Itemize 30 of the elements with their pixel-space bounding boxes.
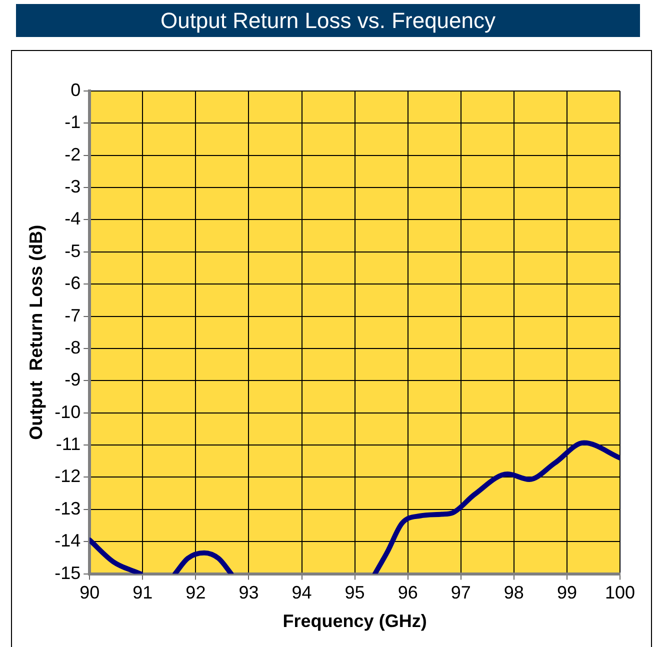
- y-tick-label: -9: [64, 370, 81, 390]
- y-tick-label: 0: [70, 80, 81, 100]
- x-tick-label: 95: [344, 582, 365, 603]
- x-tick-label: 93: [238, 582, 259, 603]
- y-tick-label: -3: [64, 176, 81, 197]
- y-tick-label: -10: [54, 402, 81, 422]
- x-tick-label: 98: [504, 582, 524, 603]
- y-tick-label: -4: [64, 208, 81, 229]
- x-tick-label: 94: [292, 582, 312, 603]
- y-tick-label: -14: [54, 530, 81, 551]
- y-tick-label: -5: [64, 240, 81, 261]
- y-axis-title: Output Return Loss (dB): [26, 224, 46, 440]
- y-tick-label: -12: [54, 466, 81, 486]
- y-tick-label: -7: [64, 305, 81, 326]
- x-tick-label: 96: [398, 582, 418, 603]
- y-tick-label: -1: [64, 112, 81, 132]
- x-tick-label: 91: [132, 582, 153, 603]
- y-tick-label: -13: [54, 498, 81, 518]
- x-axis-title: Frequency (GHz): [282, 611, 427, 632]
- x-tick-label: 90: [80, 582, 100, 603]
- chart-title: Output Return Loss vs. Frequency: [16, 4, 640, 37]
- y-tick-label: -11: [56, 434, 81, 454]
- y-tick-label: -6: [64, 273, 81, 294]
- x-tick-label: 97: [450, 582, 471, 603]
- x-tick-label: 99: [556, 582, 577, 603]
- y-tick-label: -2: [64, 144, 81, 164]
- y-tick-label: -8: [64, 337, 81, 358]
- y-tick-label: -15: [54, 562, 81, 583]
- x-tick-label: 92: [186, 582, 206, 603]
- x-tick-label: 100: [604, 582, 636, 603]
